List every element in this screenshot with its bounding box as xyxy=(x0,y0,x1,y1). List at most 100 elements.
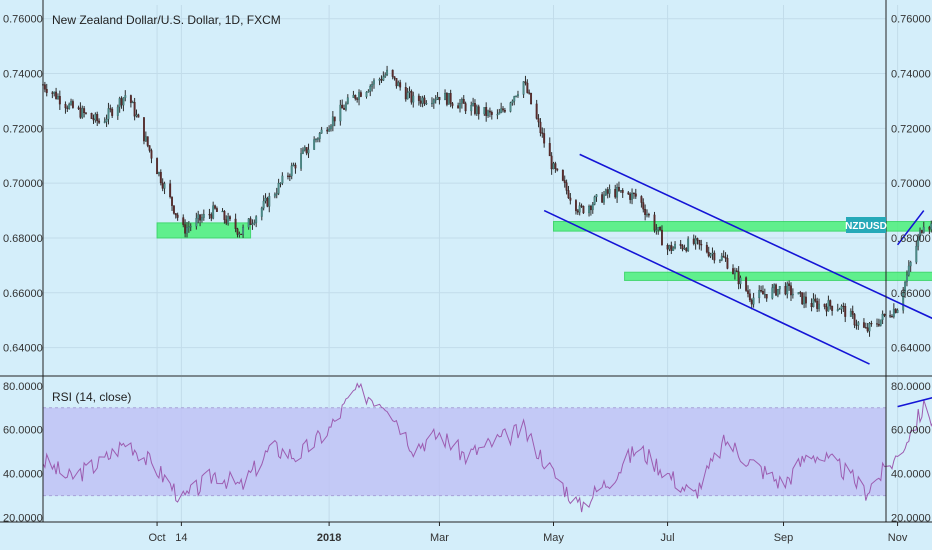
candle-body-up xyxy=(791,293,794,296)
candlestick xyxy=(326,126,329,135)
candlestick xyxy=(683,244,686,250)
candlestick xyxy=(260,206,263,221)
candlestick xyxy=(251,219,254,230)
candle-body-down xyxy=(133,102,136,117)
candlestick xyxy=(120,96,123,109)
candle-body-down xyxy=(550,155,553,170)
candlestick xyxy=(707,246,710,258)
candlestick xyxy=(410,89,413,105)
candlestick xyxy=(920,229,923,234)
candlestick xyxy=(83,106,86,118)
candlestick xyxy=(563,175,566,188)
candlestick xyxy=(449,89,452,108)
candle-body-down xyxy=(537,118,540,123)
candlestick xyxy=(919,227,921,241)
candle-body-up xyxy=(103,121,106,123)
candle-body-down xyxy=(90,113,93,119)
price-y-tick-label-left: 0.64000 xyxy=(3,343,43,355)
candlestick xyxy=(395,78,398,89)
candle-body-up xyxy=(303,147,306,151)
candle-body-up xyxy=(251,223,254,225)
candle-body-up xyxy=(131,102,134,104)
rsi-y-tick-label-left: 40.0000 xyxy=(3,469,43,481)
candlestick xyxy=(511,99,514,106)
candle-body-up xyxy=(264,197,267,202)
candlestick xyxy=(320,126,323,134)
candle-body-down xyxy=(223,211,226,220)
candlestick xyxy=(378,77,381,86)
candle-body-down xyxy=(681,245,684,250)
trend-line xyxy=(543,209,870,365)
candle-body-up xyxy=(253,222,256,224)
candle-body-down xyxy=(567,190,570,199)
candlestick xyxy=(397,80,400,87)
candlestick xyxy=(359,90,362,98)
candlestick xyxy=(747,285,749,298)
candle-body-down xyxy=(659,227,662,231)
candle-body-down xyxy=(621,190,624,193)
candlestick xyxy=(548,137,551,157)
candle-body-up xyxy=(694,238,697,244)
candlestick xyxy=(423,95,426,106)
candle-body-down xyxy=(799,292,802,294)
candlestick xyxy=(500,102,503,114)
candle-body-up xyxy=(646,214,648,216)
candle-body-down xyxy=(851,310,854,315)
candlestick xyxy=(627,190,630,195)
candle-body-up xyxy=(273,194,276,197)
candle-body-up xyxy=(118,98,121,108)
candle-body-up xyxy=(915,246,918,263)
candlestick xyxy=(229,215,231,222)
candlestick xyxy=(96,111,99,127)
candlestick xyxy=(249,216,252,225)
candle-body-down xyxy=(438,96,441,101)
candlestick xyxy=(199,214,202,227)
candlestick xyxy=(687,236,690,252)
candlestick xyxy=(537,114,540,128)
candlestick xyxy=(892,303,895,319)
candlestick xyxy=(616,183,619,203)
candlestick xyxy=(646,209,648,218)
candlestick xyxy=(522,81,525,99)
candle-body-down xyxy=(685,248,688,252)
candlestick xyxy=(412,91,415,108)
candlestick xyxy=(561,169,564,182)
candle-body-down xyxy=(66,107,69,109)
candlestick xyxy=(879,319,882,327)
candle-body-up xyxy=(668,245,671,250)
candle-body-up xyxy=(733,270,736,274)
candle-body-down xyxy=(556,168,559,171)
candlestick xyxy=(457,102,460,109)
candle-body-down xyxy=(341,104,344,109)
candle-body-down xyxy=(640,196,643,203)
candle-body-down xyxy=(642,202,645,210)
candle-body-up xyxy=(238,233,241,235)
candlestick xyxy=(279,182,282,188)
support-resistance-zone xyxy=(553,221,932,232)
candle-body-up xyxy=(268,196,271,207)
candle-body-up xyxy=(260,207,263,217)
candle-body-down xyxy=(707,251,710,257)
candlestick xyxy=(569,193,572,205)
price-y-tick-label-right: 0.68000 xyxy=(891,233,931,245)
candlestick xyxy=(253,219,256,226)
candle-body-down xyxy=(148,145,151,151)
rsi-y-tick-label-left: 80.0000 xyxy=(3,381,43,393)
candlestick xyxy=(827,295,830,312)
candlestick xyxy=(692,234,695,246)
candle-body-up xyxy=(849,310,852,317)
candle-body-down xyxy=(393,76,396,79)
candle-body-up xyxy=(425,103,428,105)
candle-body-up xyxy=(313,139,316,150)
candle-body-up xyxy=(373,80,375,85)
candle-body-down xyxy=(644,209,647,215)
candle-body-up xyxy=(718,259,721,262)
candlestick xyxy=(896,308,899,314)
candlestick xyxy=(135,109,138,118)
candle-body-up xyxy=(879,319,882,326)
candlestick xyxy=(915,240,918,265)
candle-body-down xyxy=(528,92,531,94)
candlestick xyxy=(509,101,512,113)
candle-body-down xyxy=(805,296,807,304)
candlestick xyxy=(894,308,897,314)
